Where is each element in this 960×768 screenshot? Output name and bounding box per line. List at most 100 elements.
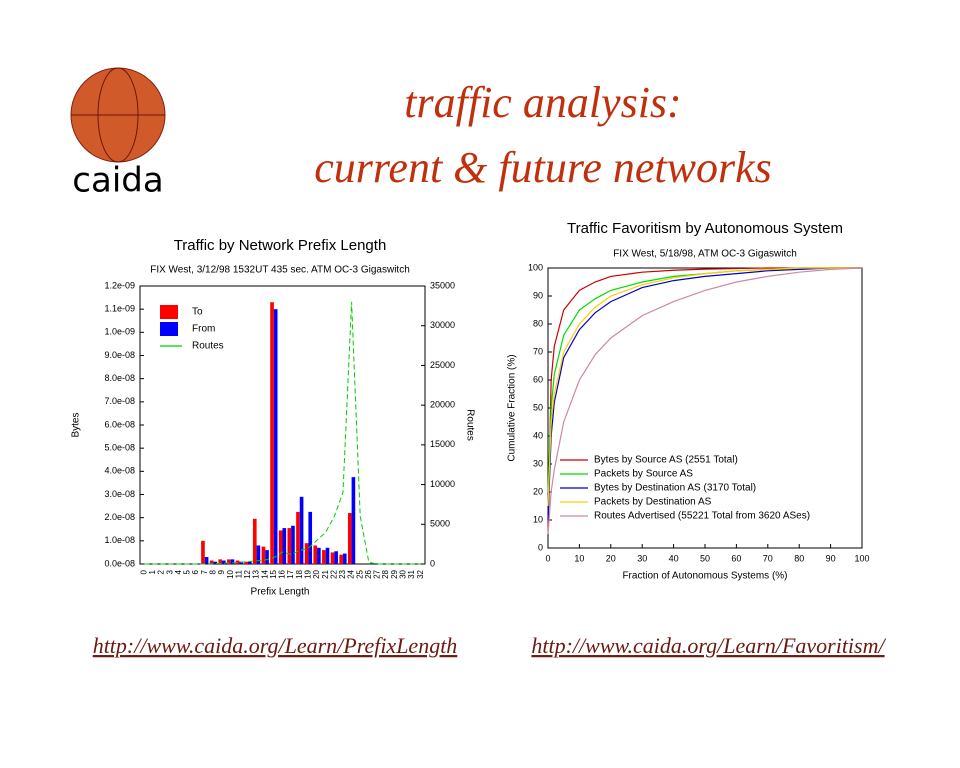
- link[interactable]: http://www.caida.org/Learn/Favoritism/: [531, 633, 886, 658]
- bar: [265, 550, 269, 564]
- bar: [299, 496, 304, 564]
- x-tick-label: 9: [217, 569, 226, 574]
- y-tick-label: 6.0e-08: [104, 419, 135, 429]
- bar: [291, 525, 295, 564]
- x-tick-label: 15: [269, 569, 278, 578]
- x-tick-label: 20: [606, 553, 616, 563]
- x-tick-label: 30: [637, 553, 647, 563]
- x-tick-label: 28: [381, 569, 390, 578]
- bar: [201, 540, 205, 564]
- legend-swatch: [160, 322, 178, 336]
- bar: [325, 547, 330, 564]
- bar: [304, 543, 309, 564]
- x-tick-label: 22: [329, 569, 338, 578]
- y2-tick-label: 10000: [430, 479, 455, 489]
- y2-tick-label: 25000: [430, 360, 455, 370]
- y-tick-label: 80: [533, 318, 543, 328]
- y2-axis-label: Routes: [464, 409, 475, 441]
- x-tick-label: 10: [226, 569, 235, 578]
- x-tick-label: 6: [191, 569, 200, 574]
- bar: [296, 511, 300, 564]
- bar: [252, 518, 257, 564]
- x-tick-label: 3: [165, 569, 174, 574]
- bar: [317, 547, 321, 564]
- x-tick-label: 24: [347, 569, 356, 578]
- x-tick-label: 27: [373, 569, 382, 578]
- x-tick-label: 8: [209, 569, 218, 574]
- y-tick-label: 2.0e-08: [104, 512, 135, 522]
- y-tick-label: 30: [533, 458, 543, 468]
- bar: [278, 530, 283, 564]
- y2-tick-label: 35000: [430, 280, 455, 290]
- x-tick-label: 31: [407, 569, 416, 578]
- bar: [334, 551, 338, 564]
- y-tick-label: 90: [533, 290, 543, 300]
- bar: [282, 528, 287, 564]
- bar: [256, 545, 261, 564]
- x-tick-label: 0: [545, 553, 550, 563]
- y-tick-label: 1.2e-09: [104, 280, 135, 290]
- y-axis-label: Bytes: [71, 412, 82, 437]
- x-tick-label: 16: [278, 569, 287, 578]
- y-tick-label: 1.0e-09: [104, 327, 135, 337]
- y-tick-label: 7.0e-08: [104, 396, 135, 406]
- x-tick-label: 12: [243, 569, 252, 578]
- x-tick-label: 100: [854, 553, 869, 563]
- y-tick-label: 60: [533, 374, 543, 384]
- x-tick-label: 21: [321, 569, 330, 578]
- y-tick-label: 8.0e-08: [104, 373, 135, 383]
- legend-label: Routes: [192, 341, 224, 352]
- bar: [261, 546, 266, 564]
- bar: [244, 561, 248, 564]
- x-tick-label: 32: [416, 569, 425, 578]
- x-tick-label: 14: [260, 569, 269, 578]
- legend-label: From: [192, 324, 215, 335]
- x-tick-label: 20: [312, 569, 321, 578]
- series-line: [547, 267, 862, 521]
- logo: caida: [70, 67, 166, 201]
- bar: [239, 561, 243, 564]
- x-tick-label: 25: [355, 569, 364, 578]
- bar: [222, 560, 226, 564]
- bar: [347, 513, 352, 564]
- y-tick-label: 0: [538, 542, 543, 552]
- bar: [235, 560, 240, 564]
- x-tick-label: 50: [700, 553, 710, 563]
- x-tick-label: 60: [731, 553, 741, 563]
- bar: [287, 528, 292, 564]
- x-tick-label: 5: [183, 569, 192, 574]
- y2-tick-label: 20000: [430, 400, 455, 410]
- chart-subtitle: FIX West, 5/18/98, ATM OC-3 Gigaswitch: [613, 249, 797, 260]
- x-tick-label: 11: [234, 569, 243, 578]
- bar: [308, 511, 313, 564]
- x-tick-label: 1: [148, 569, 157, 574]
- bar: [330, 552, 335, 564]
- y-tick-label: 70: [533, 346, 543, 356]
- y-tick-label: 100: [528, 262, 543, 272]
- x-tick-label: 30: [399, 569, 408, 578]
- y2-tick-label: 5000: [430, 519, 450, 529]
- y-tick-label: 20: [533, 486, 543, 496]
- bar: [339, 554, 343, 564]
- bar: [213, 561, 218, 564]
- y2-tick-label: 0: [430, 558, 435, 568]
- bar: [218, 559, 223, 564]
- legend-label: Bytes by Destination AS (3170 Total): [594, 483, 756, 494]
- chart-title: Traffic Favoritism by Autonomous System: [567, 220, 843, 237]
- routes-line: [144, 301, 421, 565]
- link[interactable]: http://www.caida.org/Learn/PrefixLength: [93, 633, 458, 658]
- bar: [227, 559, 231, 564]
- x-tick-label: 13: [252, 569, 261, 578]
- x-tick-label: 17: [286, 569, 295, 578]
- legend-label: To: [192, 307, 203, 318]
- x-tick-label: 18: [295, 569, 304, 578]
- y-axis-label: Cumulative Fraction (%): [507, 354, 518, 461]
- x-axis-label: Fraction of Autonomous Systems (%): [622, 571, 787, 582]
- x-tick-label: 70: [763, 553, 773, 563]
- y-tick-label: 1.0e-08: [104, 535, 135, 545]
- bar: [273, 309, 278, 564]
- x-tick-label: 10: [574, 553, 584, 563]
- legend-swatch: [160, 305, 178, 319]
- x-tick-label: 2: [157, 569, 166, 574]
- x-tick-label: 26: [364, 569, 373, 578]
